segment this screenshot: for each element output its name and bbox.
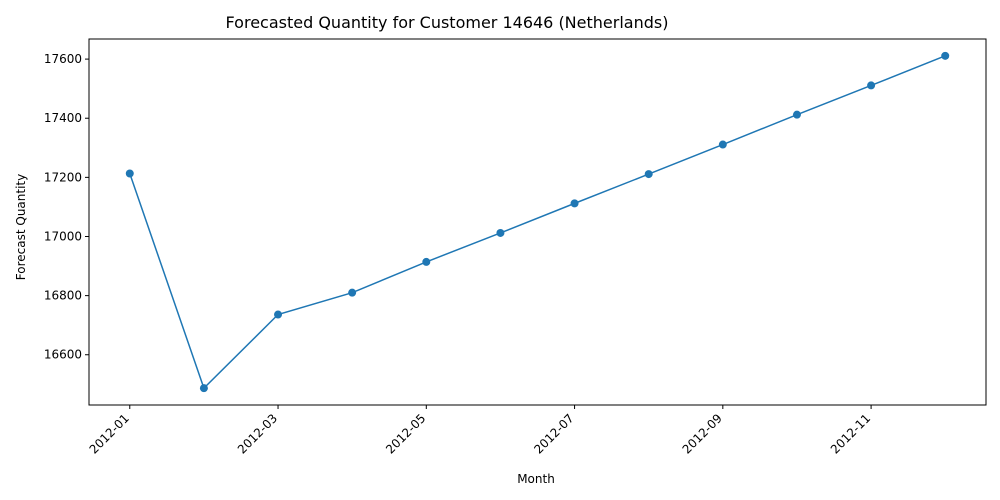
data-point <box>718 140 727 149</box>
x-tick-label: 2012-01 <box>87 411 132 456</box>
data-point <box>199 384 208 393</box>
y-tick-label: 16800 <box>44 289 82 303</box>
y-tick-label: 16600 <box>44 348 82 362</box>
data-point <box>274 310 283 319</box>
data-point <box>570 199 579 208</box>
x-axis: 2012-01 2012-03 2012-05 2012-07 2012-09 2012-… <box>87 405 873 457</box>
data-point <box>792 110 801 119</box>
plot-area <box>88 38 987 406</box>
x-tick-label: 2012-07 <box>531 411 576 456</box>
data-point <box>941 51 950 60</box>
data-point <box>422 257 431 266</box>
series-line <box>129 55 946 390</box>
plot-frame <box>88 38 987 406</box>
data-point <box>125 169 134 178</box>
data-point <box>867 81 876 90</box>
x-axis-label: Month <box>517 472 555 486</box>
x-tick-label: 2012-09 <box>680 411 725 456</box>
y-tick-label: 17200 <box>44 170 82 184</box>
data-point <box>496 228 505 237</box>
y-axis-label: Forecast Quantity <box>14 174 28 280</box>
y-tick-label: 17600 <box>44 52 82 66</box>
y-tick-label: 17400 <box>44 111 82 125</box>
x-tick-label: 2012-03 <box>235 411 280 456</box>
chart-title: Forecasted Quantity for Customer 14646 (… <box>226 13 669 32</box>
x-tick-label: 2012-05 <box>383 411 428 456</box>
data-point <box>348 288 357 297</box>
y-axis: 16600 16800 17000 17200 17400 17600 <box>44 52 89 362</box>
x-tick-label: 2012-11 <box>828 411 873 456</box>
y-tick-label: 17000 <box>44 229 82 243</box>
data-point <box>644 170 653 179</box>
